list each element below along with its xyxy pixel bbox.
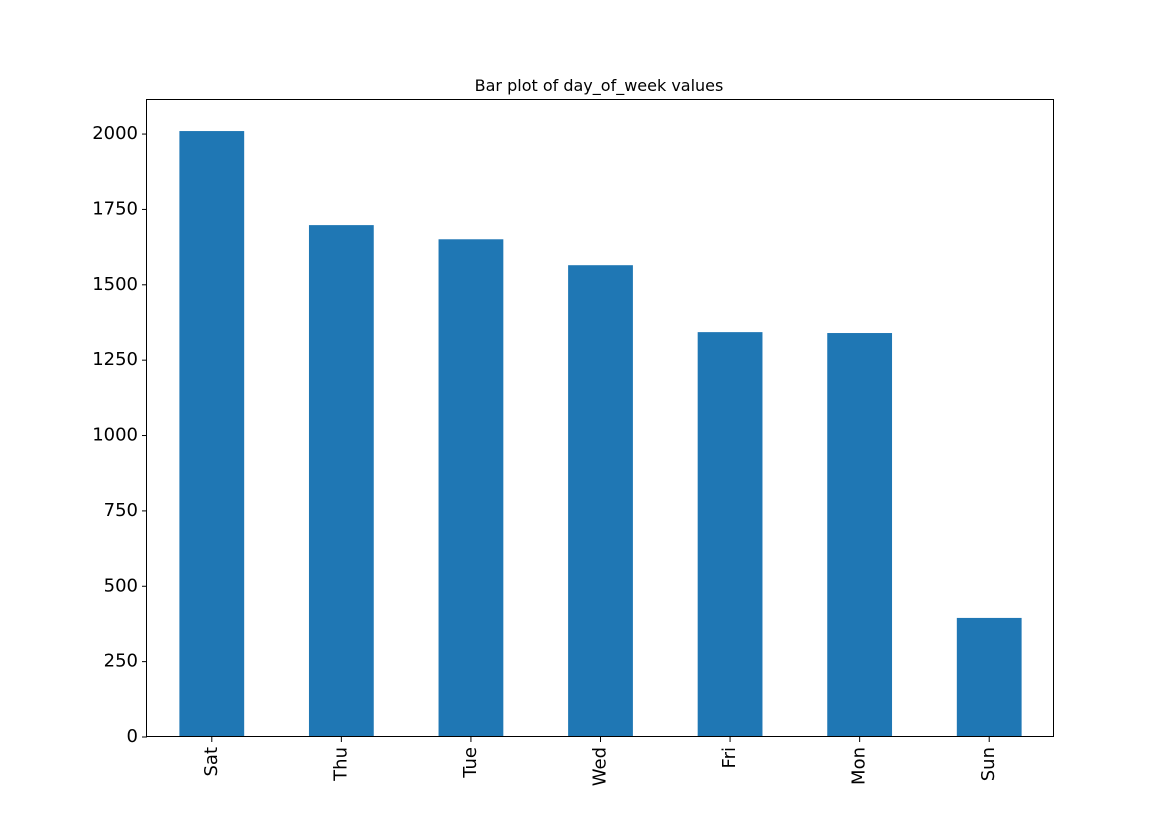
x-tick-label: Tue xyxy=(460,747,481,779)
bar-mon xyxy=(827,333,893,737)
x-tick-label: Mon xyxy=(849,747,870,785)
bar-tue xyxy=(438,239,504,737)
bar-sat xyxy=(179,131,245,738)
y-tick-label: 1500 xyxy=(92,274,138,295)
bar-sun xyxy=(956,617,1022,737)
x-tick-label: Sun xyxy=(978,747,999,781)
x-tick-label: Thu xyxy=(330,747,351,782)
y-tick-label: 2000 xyxy=(92,123,138,144)
x-tick-label: Sat xyxy=(201,747,222,777)
bar-thu xyxy=(308,225,374,738)
x-tick-label: Wed xyxy=(590,747,611,786)
x-axis: Sat Thu Tue Wed Fri Mon Sun xyxy=(201,737,999,786)
x-tick-label: Fri xyxy=(719,747,740,768)
chart-title: Bar plot of day_of_week values xyxy=(475,76,724,96)
y-axis: 0 250 500 750 1000 1250 1500 1750 2000 xyxy=(92,123,147,747)
y-tick-label: 750 xyxy=(104,500,138,521)
y-tick-label: 500 xyxy=(104,575,138,596)
y-tick-label: 1000 xyxy=(92,425,138,446)
y-tick-label: 1250 xyxy=(92,349,138,370)
bar-wed xyxy=(568,265,633,737)
bar-fri xyxy=(697,332,763,737)
y-tick-label: 250 xyxy=(104,651,138,672)
y-tick-label: 0 xyxy=(127,726,138,747)
y-tick-label: 1750 xyxy=(92,198,138,219)
plot-frame xyxy=(146,99,1054,737)
bars-group xyxy=(179,131,1022,738)
